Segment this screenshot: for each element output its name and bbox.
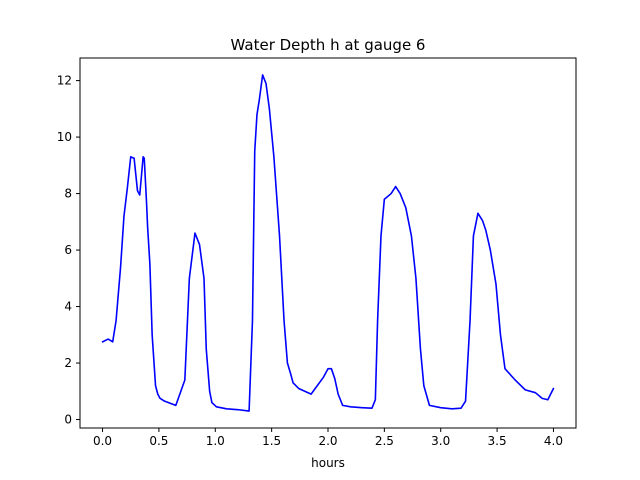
x-tick-label: 3.0 [431,434,450,448]
x-tick-label: 2.5 [375,434,394,448]
x-axis: 0.0 0.5 1.0 1.5 2.0 2.5 3.0 3.5 4.0 [93,428,563,448]
x-tick-label: 3.5 [488,434,507,448]
y-tick-label: 2 [64,356,72,370]
x-tick-label: 1.5 [262,434,281,448]
plot-area [101,74,555,412]
x-tick-label: 1.0 [206,434,225,448]
y-tick-label: 4 [64,300,72,314]
x-tick-label: 0.0 [93,434,112,448]
x-tick-label: 2.0 [318,434,337,448]
x-axis-label: hours [311,456,345,470]
y-axis: 0 2 4 6 8 10 12 [57,74,80,427]
y-tick-label: 6 [64,243,72,257]
y-tick-label: 12 [57,74,72,88]
series-line [101,74,555,412]
chart-title: Water Depth h at gauge 6 [231,36,426,54]
x-tick-label: 4.0 [544,434,563,448]
y-tick-label: 10 [57,130,72,144]
x-tick-label: 0.5 [149,434,168,448]
y-tick-label: 8 [64,187,72,201]
y-tick-label: 0 [64,413,72,427]
